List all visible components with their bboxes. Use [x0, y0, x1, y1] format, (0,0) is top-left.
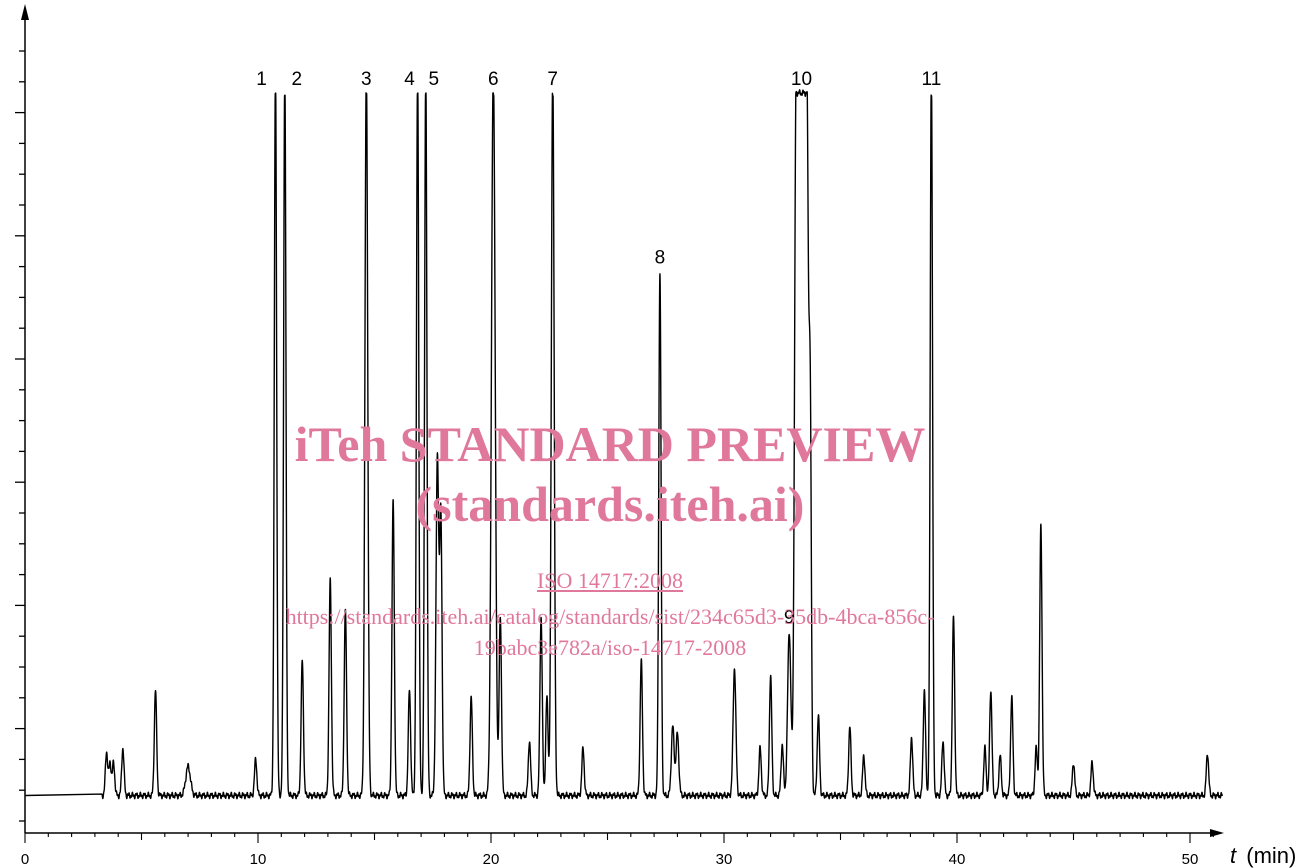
chromatogram-line	[24, 89, 1224, 800]
peak-label-10: 10	[791, 69, 812, 90]
peak-label-4: 4	[404, 69, 415, 90]
watermark-title: iTeh STANDARD PREVIEW	[294, 416, 926, 472]
peak-label-3: 3	[361, 69, 372, 90]
watermark-url-line1[interactable]: https://standards.iteh.ai/catalog/standa…	[285, 604, 935, 629]
chart-axes	[15, 4, 1224, 837]
x-tick-label: 0	[21, 851, 29, 868]
peak-label-5: 5	[429, 69, 440, 90]
peak-label-8: 8	[655, 247, 666, 268]
x-tick-label: 40	[949, 851, 966, 868]
peak-labels: 1 2 3 4 5 6 7 8 9 11 10	[256, 69, 941, 629]
x-tick-label: 50	[1182, 851, 1199, 868]
peak-label-6: 6	[488, 69, 499, 90]
watermark-url-line2[interactable]: 19babc3e782a/iso-14717-2008	[473, 635, 747, 660]
x-tick-label: 20	[483, 851, 500, 868]
peak-label-1: 1	[256, 69, 267, 90]
watermark-iso-link[interactable]: ISO 14717:2008	[536, 568, 684, 593]
watermark-subtitle: (standards.iteh.ai)	[415, 476, 805, 532]
peak-label-9: 9	[784, 608, 795, 629]
x-axis-title: t (min)	[1230, 843, 1296, 868]
y-axis-arrow	[21, 4, 29, 20]
peak-label-11: 11	[922, 69, 942, 90]
x-tick-label: 10	[250, 851, 267, 868]
peak-label-7: 7	[547, 69, 558, 90]
chromatogram-trace	[24, 89, 1224, 800]
peak-label-2: 2	[292, 69, 303, 90]
x-tick-label: 30	[716, 851, 733, 868]
x-axis-ticks: 0 10 20 30 40 50	[21, 833, 1214, 868]
x-axis-arrow	[1210, 829, 1224, 837]
